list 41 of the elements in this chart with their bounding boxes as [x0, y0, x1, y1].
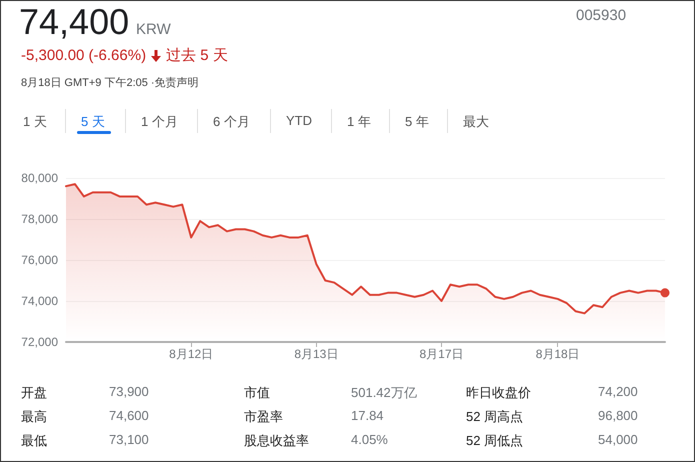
text: 过去 5 天 — [166, 46, 228, 65]
text: 最低 — [21, 432, 47, 450]
y-tick-label: 72,000 — [21, 335, 58, 349]
text: 5 天 — [81, 113, 105, 131]
text: 股息收益率 — [244, 432, 309, 450]
text: 52 周低点 — [466, 432, 524, 450]
text: 5 年 — [405, 113, 429, 131]
y-tick-label: 80,000 — [21, 171, 58, 185]
text: 8月18日 GMT+9 下午2:05 ·免责声明 — [21, 76, 199, 90]
text: 74,200 — [598, 384, 638, 399]
chart-title: 74,400 — [19, 1, 130, 43]
x-tick-label: 8月13日 — [294, 347, 338, 361]
text: 1 天 — [23, 113, 47, 131]
text: 17.84 — [351, 408, 384, 423]
y-tick-label: 76,000 — [21, 253, 58, 267]
text: 开盘 — [21, 384, 47, 402]
text: YTD — [286, 113, 312, 128]
text: 昨日收盘价 — [466, 384, 531, 402]
x-tick-label: 8月12日 — [169, 347, 214, 361]
y-tick-label: 74,000 — [21, 294, 58, 308]
text: KRW — [136, 21, 171, 38]
text: 最高 — [21, 408, 47, 426]
x-tick-label: 8月17日 — [419, 347, 464, 361]
text: 005930 — [576, 7, 626, 24]
y-tick-label: 78,000 — [21, 212, 58, 226]
text: 市盈率 — [244, 408, 283, 426]
text: 52 周高点 — [466, 408, 524, 426]
text: 73,900 — [109, 384, 149, 399]
text: 74,600 — [109, 408, 149, 423]
text: 73,100 — [109, 432, 149, 447]
text: 1 个月 — [141, 113, 178, 131]
x-tick-label: 8月18日 — [536, 347, 580, 361]
text: 6 个月 — [213, 113, 250, 131]
text: 96,800 — [598, 408, 638, 423]
text: 4.05% — [351, 432, 388, 447]
text: -5,300.00 (-6.66%) — [21, 47, 146, 64]
text: 市值 — [244, 384, 270, 402]
text: 501.42万亿 — [351, 384, 417, 402]
text: 1 年 — [347, 113, 371, 131]
text: 54,000 — [598, 432, 638, 447]
text: 最大 — [463, 113, 489, 131]
